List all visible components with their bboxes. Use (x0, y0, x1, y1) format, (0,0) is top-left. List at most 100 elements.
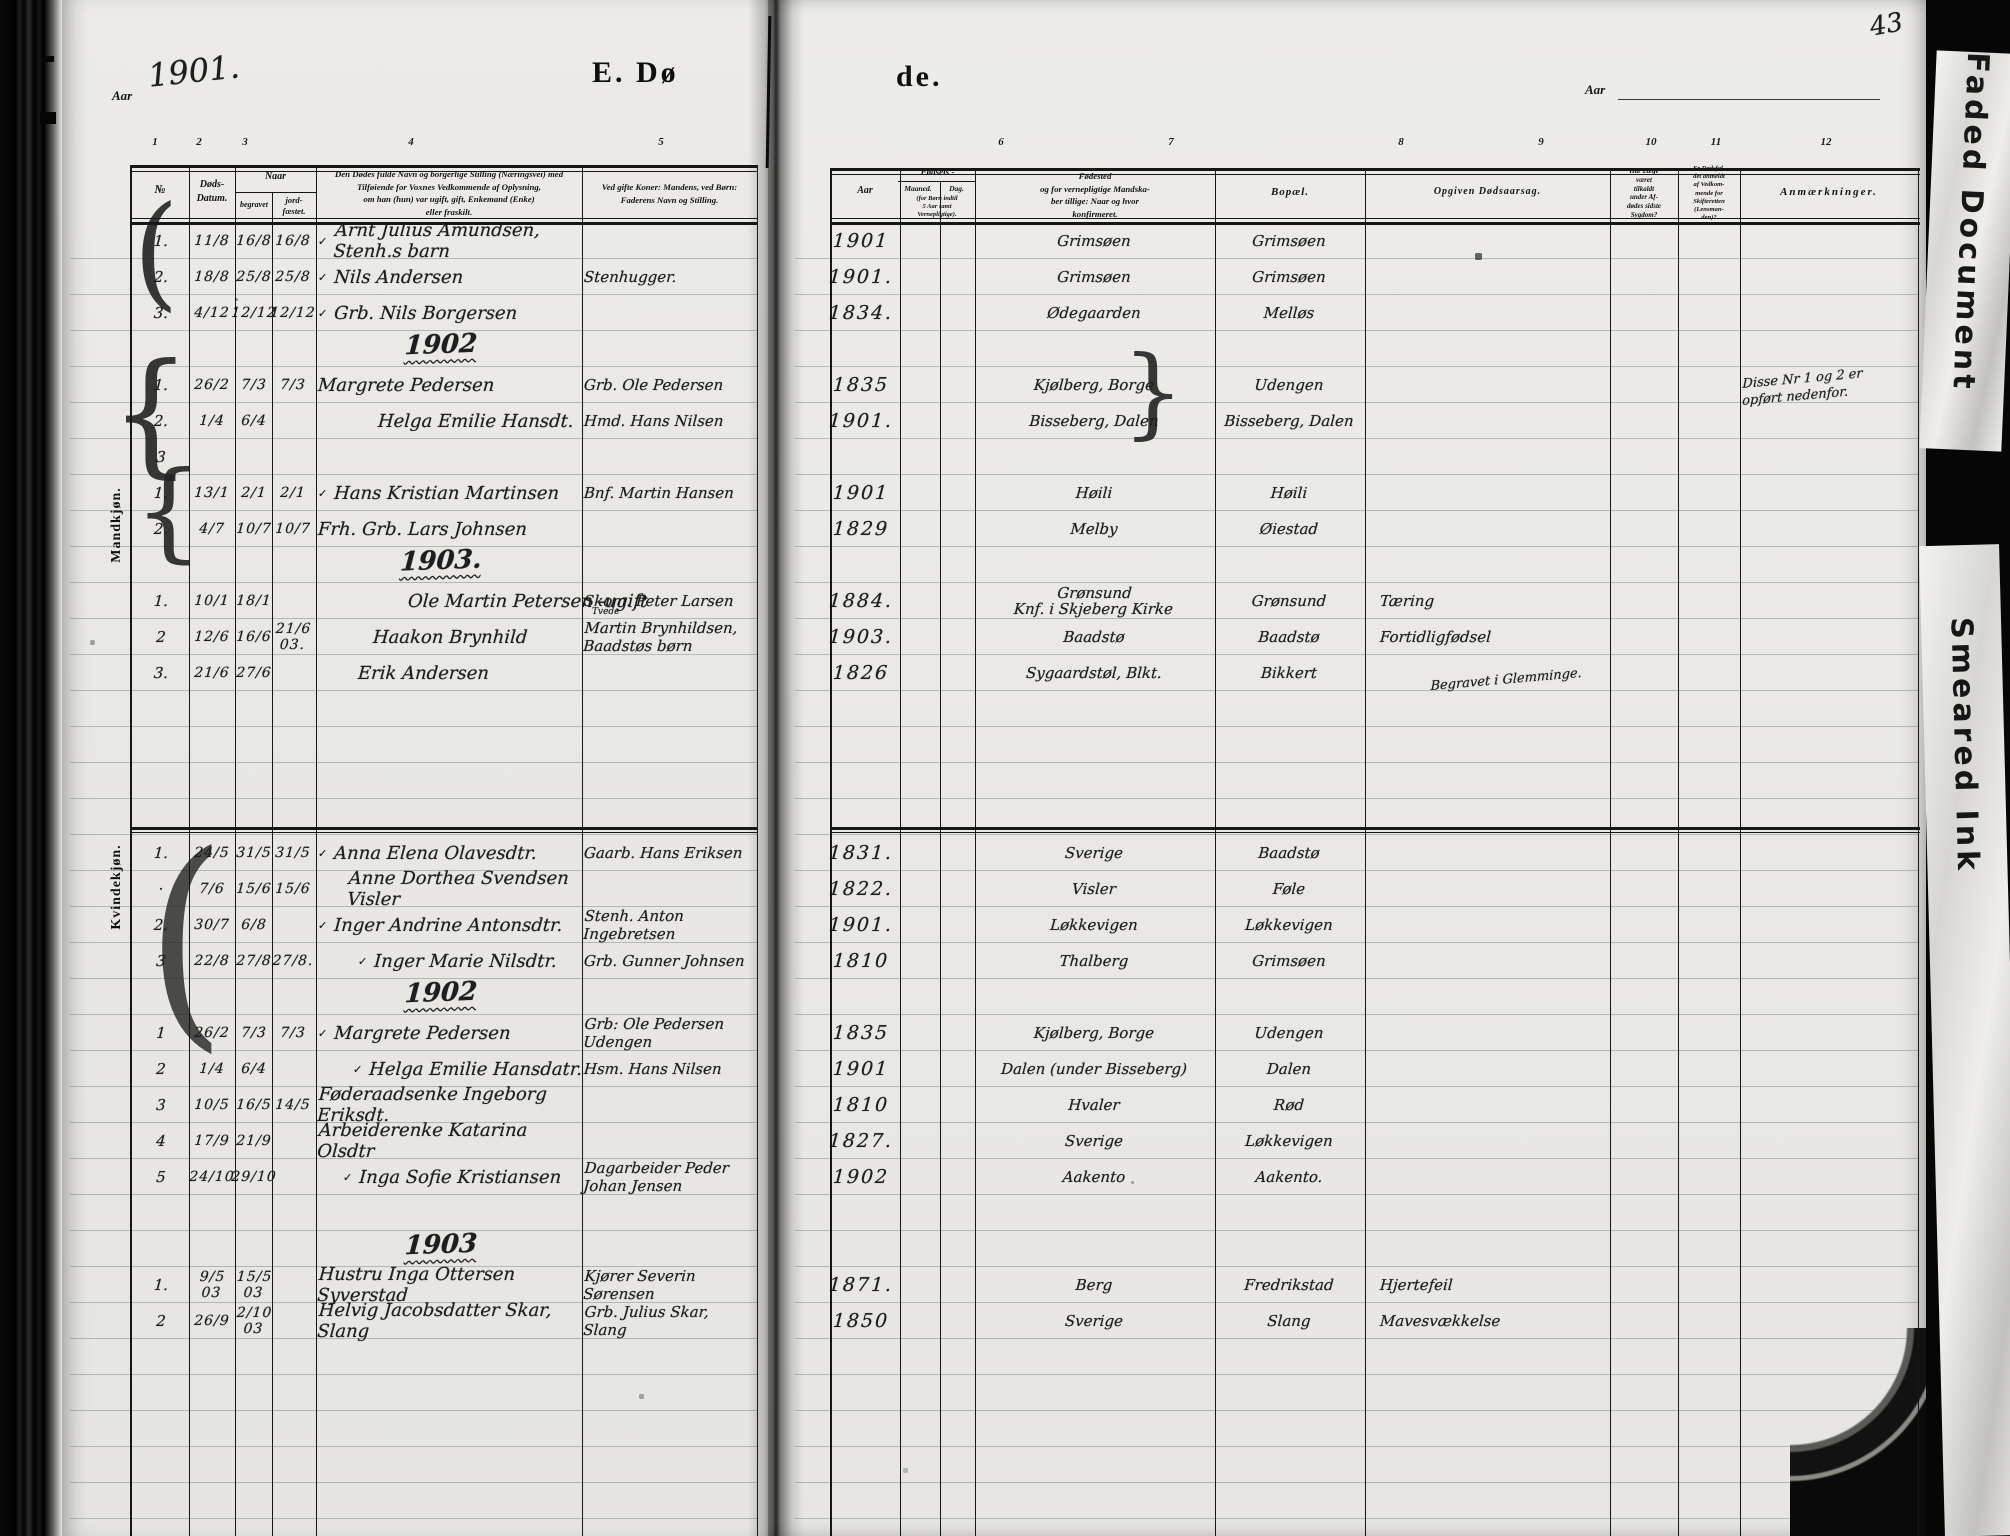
cell-sted: Løkkevigen (1049, 916, 1139, 934)
cell-cau: Tæring (1379, 592, 1435, 610)
cell-sted: Ødegaarden (1046, 304, 1142, 322)
printed-aar-label-right: Aar (1585, 82, 1606, 97)
table-border-horizontal (830, 168, 1920, 171)
table-row: 2 1/4 6/4 ✓ Helga Emilie Hansdatr. Hsm. Hans … (0, 1051, 2010, 1087)
column-number: 9 (1538, 136, 1544, 148)
cell-aar: 1901. (828, 914, 894, 936)
cell-nr: 1 (155, 1024, 167, 1042)
header-laege: Har Læge været tilkaldt under Af- dødes … (1626, 167, 1662, 219)
table-border-vertical (830, 168, 832, 1536)
cell-dat: 18/8 (193, 269, 231, 285)
cell-rel: Gaarb. Hans Eriksen (583, 844, 744, 862)
cell-sted: Visler (1071, 880, 1117, 898)
header-bopael: Bopæl. (1270, 186, 1310, 198)
cell-dat: 21/6 (193, 665, 231, 681)
cell-aar: 1901 (832, 230, 890, 252)
column-number: 8 (1398, 136, 1404, 148)
cell-bop: Baadstø (1257, 628, 1321, 646)
column-number: 7 (1168, 136, 1174, 148)
header-dag: Dag. (949, 184, 964, 193)
cell-sted: Aakento (1062, 1168, 1126, 1186)
table-border-vertical (1740, 168, 1741, 1536)
cell-nr: 2. (153, 412, 169, 430)
column-number: 5 (658, 136, 664, 148)
cell-bop: Bikkert (1260, 664, 1318, 682)
table-border-horizontal (898, 181, 975, 182)
cell-dat: 13/1 (193, 485, 231, 501)
table-row: 3 22/8 27/8 27/8. ✓ Inger Marie Nilsdtr. Grb. … (0, 943, 2010, 979)
stacked-pages-corner (1790, 1328, 1926, 1536)
cell-sted: Dalen (under Bisseberg) (1000, 1060, 1188, 1078)
table-row: 3 10/5 16/5 14/5 Føderaadsenke Ingeborg Erik… (0, 1084, 2010, 1126)
table-row: 1. 10/1 18/1 Ole Martin Petersen -ugift Skom… (0, 583, 2010, 619)
cell-nr: 1. (153, 376, 169, 394)
cell-bop: Dalen (1266, 1060, 1312, 1078)
table-border-vertical (272, 192, 273, 1536)
cell-bop: Udengen (1253, 376, 1325, 394)
cell-bop: Øiestad (1259, 520, 1319, 538)
pen-bracket-1901: ( (133, 178, 180, 324)
cell-nr: · (157, 880, 165, 898)
overlay-strip-faded-document: Faded Document (1919, 50, 2010, 452)
table-border-vertical (900, 168, 901, 1536)
pen-check-mark: ✓ (317, 918, 328, 932)
cell-bop: Høili (1270, 484, 1308, 502)
cell-nr: 2 (155, 1060, 167, 1078)
table-row: 1 26/2 7/3 7/3 ✓ Margrete Pedersen Grb: Ole Pe… (0, 1015, 2010, 1051)
cell-aar: 1834. (828, 302, 894, 324)
table-border-horizontal (130, 218, 758, 219)
cell-dat: 11/8 (193, 233, 231, 249)
table-border-vertical (189, 165, 190, 1536)
cell-nr: 2. (153, 268, 169, 286)
cell-nav: ✓ Margrete Pedersen (317, 1015, 582, 1051)
cell-rel: Grb: Ole Pedersen Udengen (582, 1015, 725, 1051)
cell-dat: 26/9 (193, 1313, 231, 1329)
table-border-vertical (235, 165, 236, 1536)
cell-sted: Kjølberg, Borge (1033, 376, 1155, 394)
table-border-vertical (757, 165, 758, 1536)
book-binding-edge (0, 0, 62, 1536)
printed-aar-label-left: Aar (112, 88, 133, 103)
header-dodsaarsag: Opgiven Dødsaarsag. (1433, 186, 1542, 197)
cell-sted: Sverige (1064, 844, 1124, 862)
cell-aar: 1822. (828, 878, 894, 900)
cell-nr: 1. (153, 592, 169, 610)
aar-fill-line (1618, 99, 1880, 100)
table-row: 2. 4/7 10/7 10/7 Frh. Grb. Lars Johnsen 1829 M… (0, 511, 2010, 547)
cell-jor: 14/5 (274, 1097, 312, 1113)
table-border-vertical (940, 182, 941, 1536)
cell-nav: Helvig Jacobsdatter Skar, Slang (316, 1300, 553, 1342)
cell-nav-text: Margrete Pedersen (333, 1022, 512, 1044)
cell-cau: Mavesvækkelse (1379, 1312, 1501, 1330)
cell-beg: 6/8 (240, 917, 268, 933)
section-title-right: de. (896, 60, 943, 93)
column-number: 12 (1820, 136, 1832, 148)
cell-rel: Dagarbeider Peder Johan Jensen (582, 1159, 730, 1195)
dust-specks (0, 0, 1, 1)
column-number: 6 (998, 136, 1004, 148)
cell-dat: 17/9 (193, 1133, 231, 1149)
row-year-heading: 1902 (403, 328, 479, 362)
column-number: 2 (196, 136, 202, 148)
table-border-vertical (130, 165, 132, 1536)
cell-rel-note: Tvede (592, 607, 620, 617)
cell-rel: Grb. Gunner Johnsen (583, 952, 746, 970)
cell-nr: 5 (155, 1168, 167, 1186)
cell-rel: Stenh. Anton Ingebretsen (582, 907, 685, 943)
header-dodsdatum: Døds- Datum. (196, 179, 228, 204)
cell-dat: 26/2 (193, 377, 231, 393)
cell-aar: 1831. (828, 842, 894, 864)
cell-rel: Bnf. Martin Hansen (583, 484, 735, 502)
cell-dat: 10/1 (193, 593, 231, 609)
cell-bop: Rød (1273, 1096, 1305, 1114)
cell-rel: Kjører Severin Sørensen (582, 1267, 697, 1303)
table-border-horizontal (235, 192, 316, 193)
cell-rel: Grb. Ole Pedersen (583, 376, 724, 394)
cell-aar: 1827. (828, 1130, 894, 1152)
pen-check-mark: ✓ (317, 306, 328, 320)
cell-dat: 10/5 (193, 1097, 231, 1113)
pen-check-mark: ✓ (357, 954, 368, 968)
header-nr: № (154, 182, 166, 196)
cell-nr: 1. (153, 844, 169, 862)
